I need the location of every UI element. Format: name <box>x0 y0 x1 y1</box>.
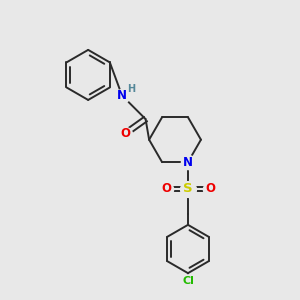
Text: O: O <box>120 127 130 140</box>
Text: Cl: Cl <box>182 275 194 286</box>
Text: O: O <box>161 182 171 195</box>
Text: H: H <box>128 84 136 94</box>
Text: N: N <box>117 89 127 102</box>
Text: O: O <box>205 182 215 195</box>
Text: N: N <box>183 156 193 169</box>
Text: S: S <box>183 182 193 195</box>
